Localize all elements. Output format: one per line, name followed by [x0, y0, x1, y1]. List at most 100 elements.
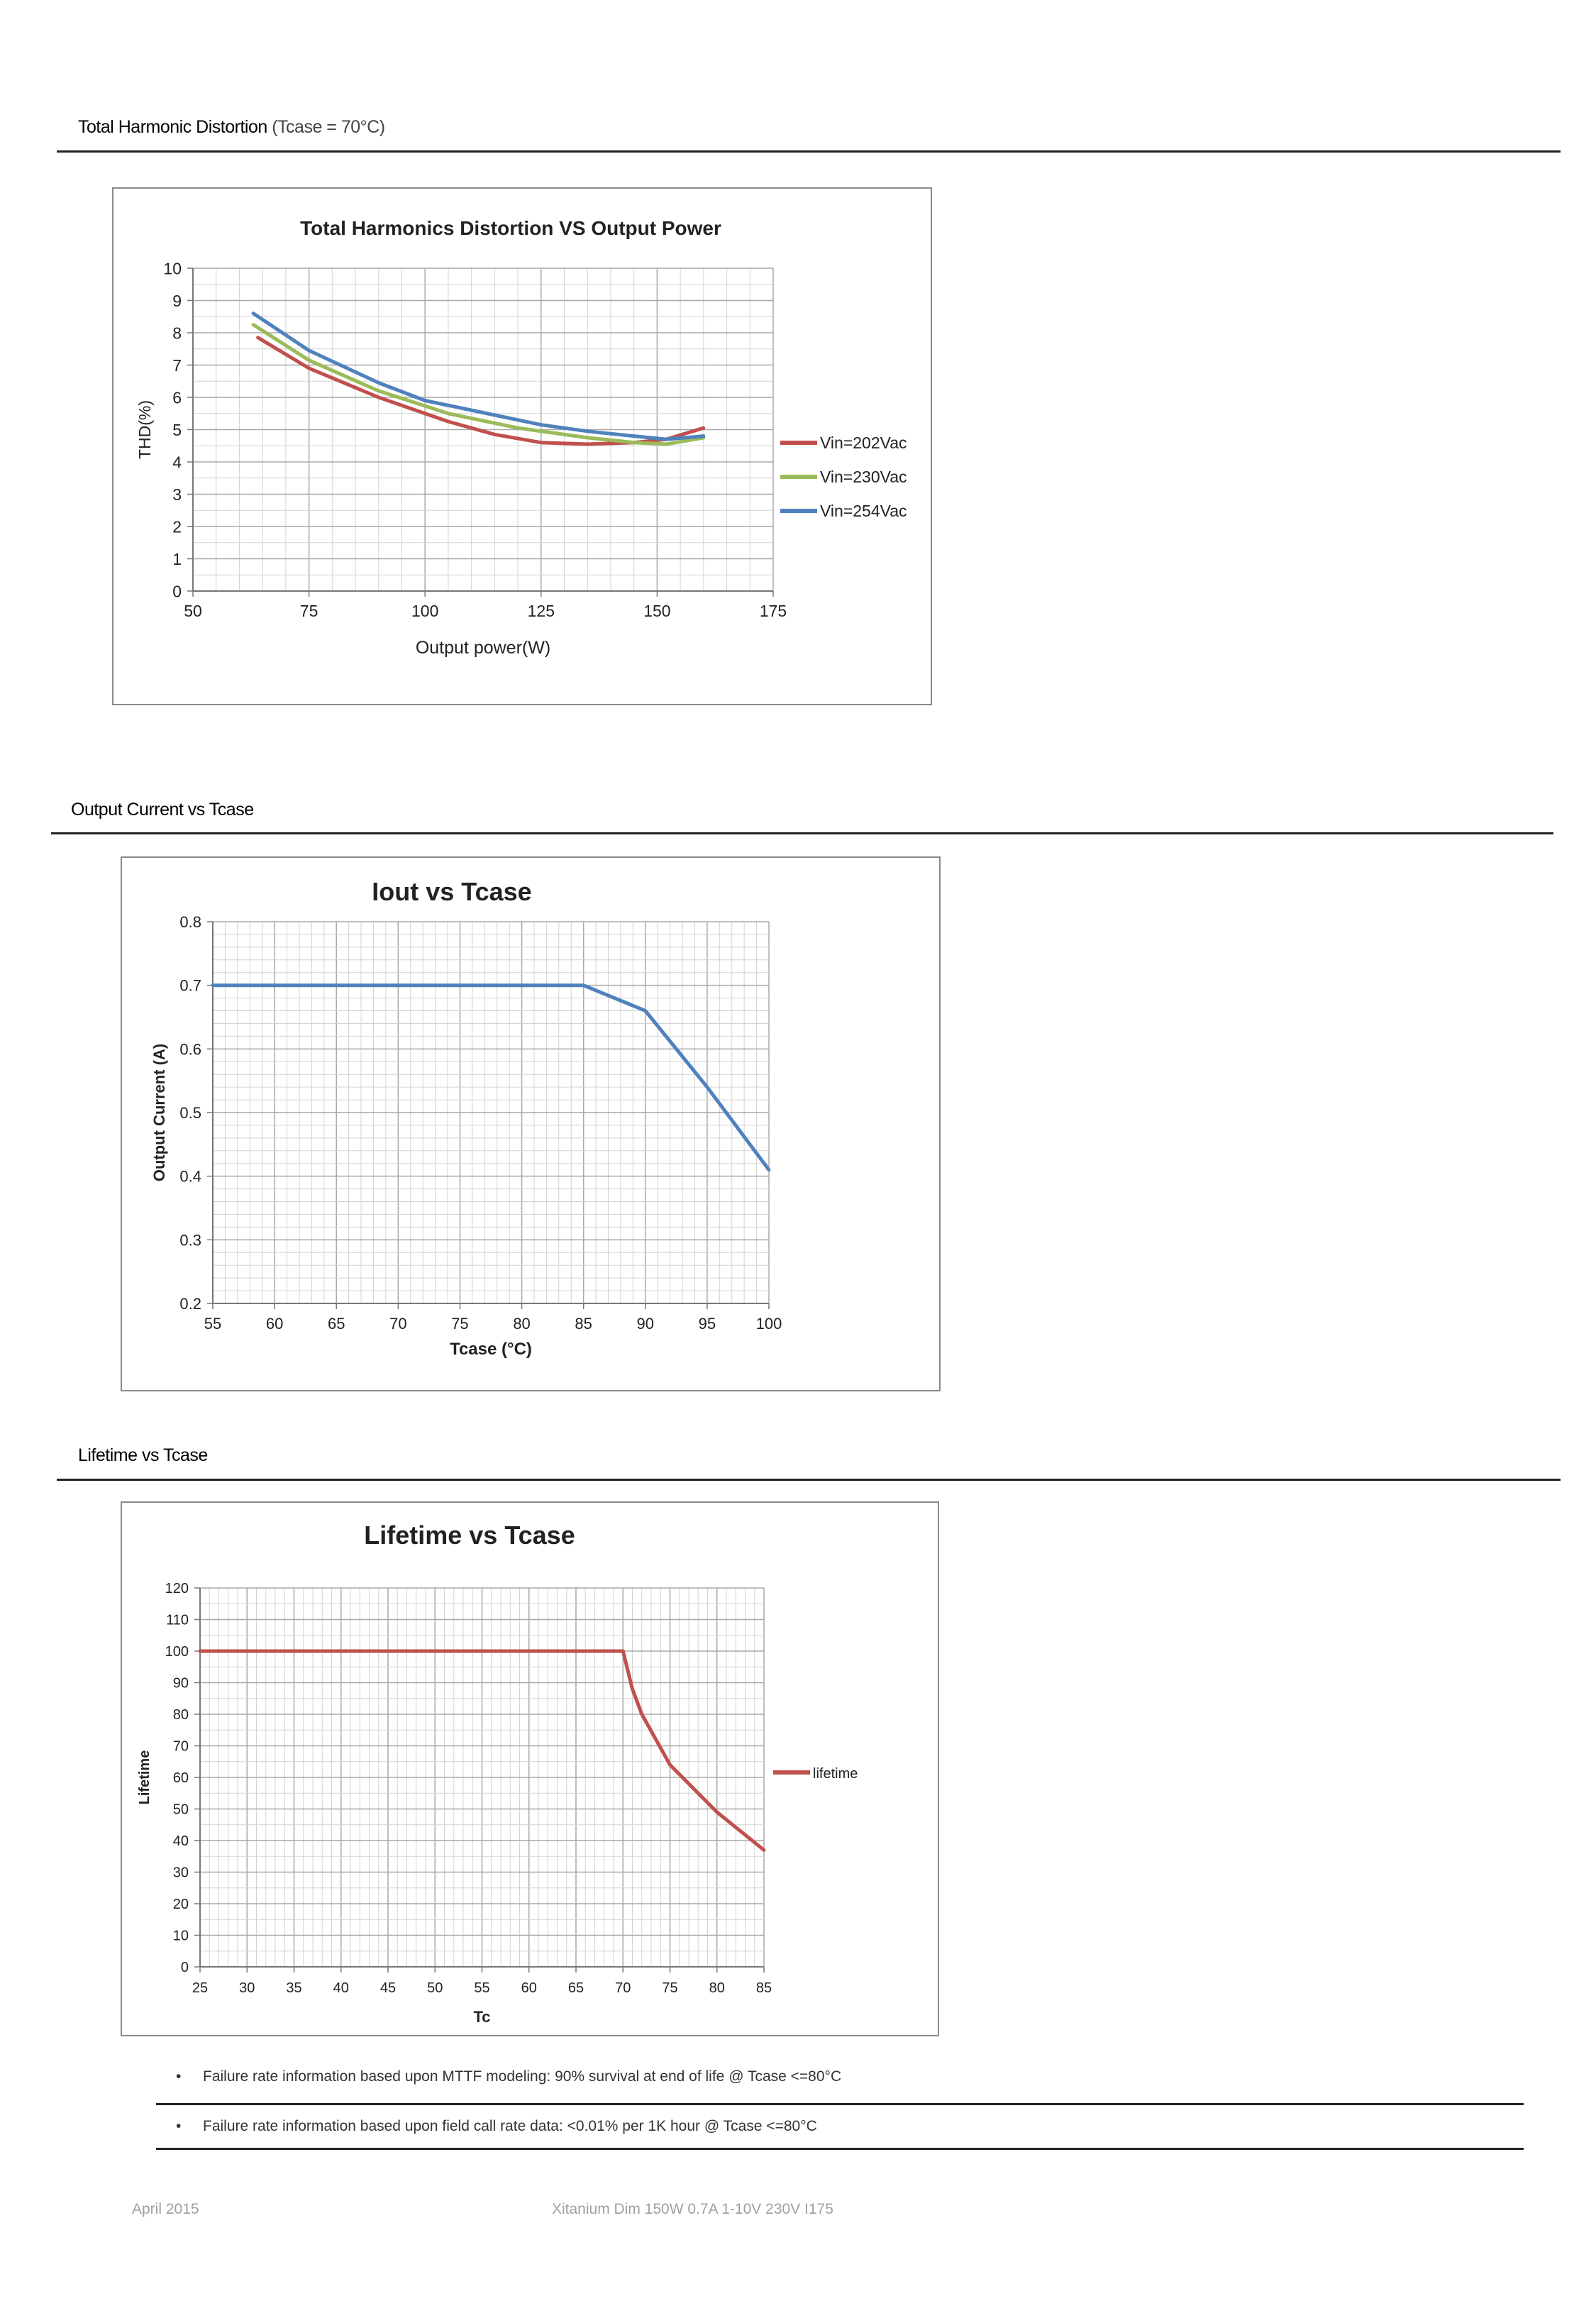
chart-title: Iout vs Tcase	[372, 877, 531, 906]
x-tick-label: 70	[389, 1315, 406, 1333]
gridlines	[212, 921, 770, 1304]
thd-chart-svg: Total Harmonics Distortion VS Output Pow…	[135, 217, 907, 658]
x-tick-label: 65	[328, 1315, 345, 1333]
x-tick-label: 125	[528, 602, 555, 620]
y-tick-label: 80	[173, 1707, 189, 1723]
x-tick-label: 65	[568, 1980, 584, 1996]
y-axis-label: THD(%)	[135, 400, 154, 459]
x-tick-label: 75	[662, 1980, 677, 1996]
y-tick-label: 6	[172, 388, 182, 407]
y-axis-label: Output Current (A)	[150, 1044, 168, 1181]
x-tick-label: 40	[333, 1980, 349, 1996]
y-tick-label: 0.4	[179, 1168, 201, 1186]
legend-label: Vin=254Vac	[820, 502, 907, 520]
lifetime-heading-text: Lifetime vs Tcase	[78, 1445, 208, 1465]
y-tick-label: 110	[166, 1613, 189, 1628]
lifetime-section-heading: Lifetime vs Tcase	[78, 1445, 208, 1466]
y-tick-label: 10	[173, 1929, 189, 1944]
x-tick-label: 50	[184, 602, 202, 620]
lifetime-section-rule	[57, 1479, 1561, 1481]
y-tick-label: 20	[173, 1897, 189, 1912]
thd-section-heading: Total Harmonic Distortion (Tcase = 70°C)	[78, 117, 385, 138]
x-tick-label: 175	[760, 602, 787, 620]
y-tick-label: 5	[172, 421, 182, 439]
y-tick-label: 3	[172, 485, 182, 504]
x-tick-label: 75	[451, 1315, 468, 1333]
gridlines	[199, 1587, 765, 1968]
y-axis-label: Lifetime	[137, 1750, 153, 1805]
x-tick-label: 35	[286, 1980, 301, 1996]
y-tick-label: 1	[172, 550, 182, 568]
x-axis-label: Tc	[473, 2008, 490, 2026]
bullet-icon: •	[176, 2118, 182, 2134]
y-tick-label: 2	[172, 517, 182, 536]
thd-chart: Total Harmonics Distortion VS Output Pow…	[112, 187, 932, 705]
y-tick-label: 70	[173, 1739, 189, 1755]
y-tick-label: 90	[173, 1676, 189, 1692]
y-tick-label: 30	[173, 1865, 189, 1881]
iout-section-heading: Output Current vs Tcase	[71, 800, 254, 820]
x-tick-label: 80	[709, 1980, 725, 1996]
x-tick-label: 150	[643, 602, 670, 620]
footer-product: Xitanium Dim 150W 0.7A 1-10V 230V I175	[552, 2201, 833, 2217]
x-tick-label: 55	[474, 1980, 489, 1996]
y-tick-label: 0.6	[179, 1040, 201, 1058]
series-line-lifetime	[198, 1649, 766, 1852]
note-mttf-text: Failure rate information based upon MTTF…	[203, 2068, 842, 2085]
y-tick-label: 0.3	[179, 1231, 201, 1249]
y-tick-label: 0	[181, 1960, 189, 1975]
legend-label: lifetime	[813, 1766, 858, 1782]
iout-chart: Iout vs Tcase 55 60 65 70 75 80 85 90 95 100 0.2 0.3…	[121, 856, 941, 1391]
bullet-icon: •	[176, 2068, 182, 2085]
series-line-current	[211, 983, 771, 1172]
thd-heading-note: (Tcase = 70°C)	[272, 117, 385, 137]
x-tick-label: 75	[300, 602, 318, 620]
x-tick-label: 45	[380, 1980, 396, 1996]
note-divider-1	[156, 2103, 1524, 2105]
iout-section-rule	[51, 832, 1553, 834]
note-divider-2	[156, 2148, 1524, 2150]
x-axis-label: Output power(W)	[416, 638, 550, 658]
x-tick-label: 90	[637, 1315, 654, 1333]
y-tick-label: 100	[165, 1644, 189, 1660]
x-tick-label: 85	[756, 1980, 772, 1996]
x-tick-label: 60	[266, 1315, 283, 1333]
series-line-vin-202vac	[256, 336, 706, 446]
chart-title: Total Harmonics Distortion VS Output Pow…	[300, 217, 721, 239]
y-tick-label: 0.5	[179, 1104, 201, 1122]
y-tick-label: 0.7	[179, 977, 201, 995]
lifetime-chart-svg: Lifetime vs Tcase 25 30 35 40 45 50 55 60 65 70 75 8…	[137, 1521, 858, 2026]
legend-label: Vin=202Vac	[820, 434, 907, 452]
thd-heading-text: Total Harmonic Distortion	[78, 117, 267, 137]
x-tick-label: 25	[192, 1980, 208, 1996]
x-tick-label: 100	[411, 602, 438, 620]
x-tick-label: 85	[575, 1315, 592, 1333]
chart-title: Lifetime vs Tcase	[364, 1521, 575, 1550]
thd-section-rule	[57, 150, 1561, 153]
note-field-call-text: Failure rate information based upon fiel…	[203, 2118, 817, 2134]
y-tick-label: 4	[172, 453, 182, 471]
series-line-vin-230vac	[251, 323, 706, 446]
y-tick-label: 8	[172, 324, 182, 342]
x-tick-label: 95	[699, 1315, 716, 1333]
legend-label: Vin=230Vac	[820, 468, 907, 486]
y-tick-label: 40	[173, 1833, 189, 1849]
x-tick-label: 50	[427, 1980, 443, 1996]
x-tick-label: 80	[513, 1315, 530, 1333]
y-tick-label: 0	[172, 582, 182, 600]
x-tick-label: 30	[239, 1980, 255, 1996]
y-tick-label: 9	[172, 292, 182, 310]
y-tick-label: 0.2	[179, 1295, 201, 1313]
iout-chart-svg: Iout vs Tcase 55 60 65 70 75 80 85 90 95 100 0.2 0.3…	[150, 877, 782, 1359]
x-tick-label: 55	[204, 1315, 221, 1333]
x-tick-label: 70	[615, 1980, 631, 1996]
lifetime-chart: Lifetime vs Tcase 25 30 35 40 45 50 55 60 65 70 75 8…	[121, 1501, 939, 2036]
y-tick-label: 0.8	[179, 913, 201, 931]
x-axis-label: Tcase (°C)	[450, 1340, 532, 1359]
x-tick-label: 60	[521, 1980, 537, 1996]
series-line-vin-254vac	[251, 311, 706, 441]
y-tick-label: 120	[165, 1581, 189, 1596]
iout-heading-text: Output Current vs Tcase	[71, 800, 254, 820]
x-tick-label: 100	[756, 1315, 782, 1333]
y-tick-label: 7	[172, 356, 182, 375]
